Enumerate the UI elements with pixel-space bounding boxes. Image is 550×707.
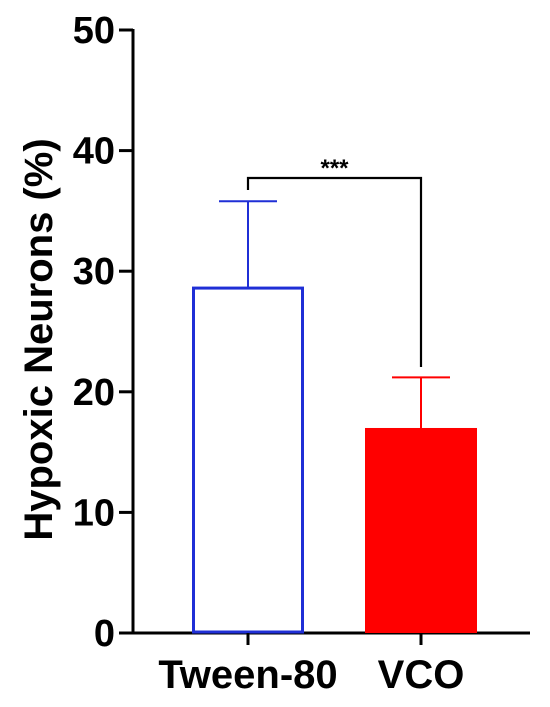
significance-bracket-line [246, 176, 423, 367]
significance-label: *** [320, 155, 349, 182]
category-labels: Tween-80 VCO [158, 653, 464, 697]
y-tick-label: 40 [73, 131, 115, 173]
y-tick-label: 50 [73, 10, 115, 52]
y-tick-label: 10 [73, 492, 115, 534]
category-label-vco: VCO [378, 653, 465, 697]
bar-vco [365, 427, 477, 633]
y-ticks: 0 10 20 30 40 50 [73, 10, 133, 655]
category-label-tween-80: Tween-80 [158, 653, 337, 697]
bars [192, 200, 477, 645]
y-tick-label: 0 [94, 613, 115, 655]
significance-bracket: *** [246, 155, 423, 367]
y-tick-label: 20 [73, 372, 115, 414]
y-axis-title: Hypoxic Neurons (%) [17, 138, 61, 540]
bar-tween-80 [192, 286, 304, 634]
y-tick-label: 30 [73, 251, 115, 293]
